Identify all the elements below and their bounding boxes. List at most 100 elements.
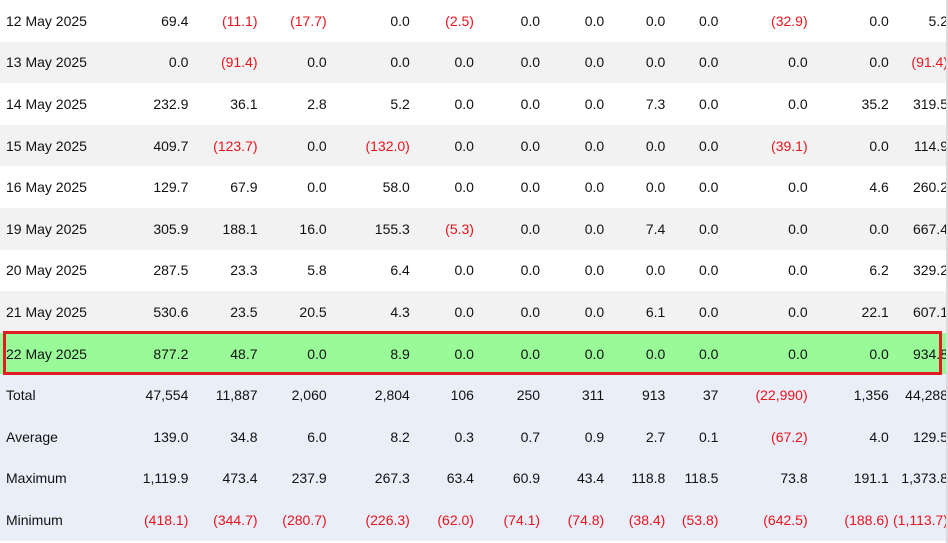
table-cell: 0.0 <box>665 83 719 125</box>
table-cell: 0.0 <box>473 207 541 250</box>
table-cell: 0.0 <box>665 332 719 375</box>
table-cell: (188.6) <box>807 499 889 541</box>
table-cell: 0.0 <box>540 249 605 292</box>
table-cell: 0.0 <box>540 291 605 333</box>
table-cell: (1,113.7) <box>888 499 948 541</box>
table-cell: (5.3) <box>409 207 474 250</box>
summary-label: Average <box>0 415 96 458</box>
table-cell: 22.1 <box>807 291 889 333</box>
table-cell: 8.2 <box>326 415 410 458</box>
table-cell: 129.7 <box>95 166 189 208</box>
table-row[interactable]: 15 May 2025 409.7 (123.7) 0.0 (132.0) 0.0 0.0 0… <box>0 124 948 167</box>
table-cell: 36.1 <box>188 83 258 125</box>
table-row[interactable]: 14 May 2025 232.9 36.1 2.8 5.2 0.0 0.0 0.0 7.3 0.… <box>0 83 948 125</box>
table-cell: 7.4 <box>604 207 666 250</box>
summary-label: Minimum <box>0 499 96 541</box>
summary-label: Maximum <box>0 457 96 500</box>
table-cell: 118.8 <box>604 457 666 500</box>
table-row-selected[interactable]: 22 May 2025 877.2 48.7 0.0 8.9 0.0 0.0 0.0 0.0 0.… <box>0 332 948 375</box>
table-cell: 0.0 <box>604 332 666 375</box>
table-cell: 23.5 <box>188 291 258 333</box>
table-cell: 913 <box>604 374 666 416</box>
table-cell: 305.9 <box>95 207 189 250</box>
table-cell: 0.0 <box>604 124 666 167</box>
table-cell: 0.0 <box>409 166 474 208</box>
table-cell: 43.4 <box>540 457 605 500</box>
table-cell: 0.0 <box>665 207 719 250</box>
table-cell: 0.0 <box>473 83 541 125</box>
table-cell: (39.1) <box>718 124 808 167</box>
table-cell: 237.9 <box>257 457 327 500</box>
table-cell: 0.0 <box>604 166 666 208</box>
table-cell: (2.5) <box>409 0 474 42</box>
table-cell: 0.0 <box>718 83 808 125</box>
table-cell: 250 <box>473 374 541 416</box>
table-cell: 6.2 <box>807 249 889 292</box>
table-cell: (91.4) <box>888 41 948 84</box>
table-cell: 48.7 <box>188 332 258 375</box>
table-cell: 188.1 <box>188 207 258 250</box>
table-cell: 37 <box>665 374 719 416</box>
summary-row[interactable]: Minimum (418.1) (344.7) (280.7) (226.3) (62.0… <box>0 499 948 541</box>
table-cell: 5.8 <box>257 249 327 292</box>
table-cell: (123.7) <box>188 124 258 167</box>
table-cell: (280.7) <box>257 499 327 541</box>
table-cell: 530.6 <box>95 291 189 333</box>
table-row[interactable]: 19 May 2025 305.9 188.1 16.0 155.3 (5.3) 0.0 0.… <box>0 207 948 250</box>
table-cell: 0.0 <box>718 41 808 84</box>
table-cell: (17.7) <box>257 0 327 42</box>
table-cell: 114.9 <box>888 124 948 167</box>
table-cell: 2,060 <box>257 374 327 416</box>
table-cell: (74.1) <box>473 499 541 541</box>
summary-row[interactable]: Total 47,554 11,887 2,060 2,804 106 250 311 913 3… <box>0 374 948 416</box>
summary-row[interactable]: Maximum 1,119.9 473.4 237.9 267.3 63.4 60.9 43.… <box>0 457 948 500</box>
table-cell: 47,554 <box>95 374 189 416</box>
table-cell: 0.0 <box>807 207 889 250</box>
scrollbar-edge <box>946 0 948 543</box>
table-cell: 6.4 <box>326 249 410 292</box>
table-cell: 44,288 <box>888 374 948 416</box>
table-cell: 0.0 <box>718 249 808 292</box>
table-cell: 667.4 <box>888 207 948 250</box>
table-cell: 118.5 <box>665 457 719 500</box>
summary-row[interactable]: Average 139.0 34.8 6.0 8.2 0.3 0.7 0.9 2.7 0.1 (67… <box>0 415 948 458</box>
table-row[interactable]: 20 May 2025 287.5 23.3 5.8 6.4 0.0 0.0 0.0 0.0 0.… <box>0 249 948 292</box>
table-cell: 16.0 <box>257 207 327 250</box>
table-cell: 0.1 <box>665 415 719 458</box>
table-row[interactable]: 13 May 2025 0.0 (91.4) 0.0 0.0 0.0 0.0 0.0 0.0 0.… <box>0 41 948 84</box>
table-row[interactable]: 21 May 2025 530.6 23.5 20.5 4.3 0.0 0.0 0.0 6.1 0… <box>0 291 948 333</box>
table-cell: (91.4) <box>188 41 258 84</box>
table-cell: 232.9 <box>95 83 189 125</box>
table-cell: 0.0 <box>665 291 719 333</box>
table-cell: 0.0 <box>665 41 719 84</box>
table-cell: 7.3 <box>604 83 666 125</box>
table-row[interactable]: 16 May 2025 129.7 67.9 0.0 58.0 0.0 0.0 0.0 0.0 0… <box>0 166 948 208</box>
table-cell: 0.0 <box>540 0 605 42</box>
row-date: 22 May 2025 <box>0 332 96 375</box>
row-date: 14 May 2025 <box>0 83 96 125</box>
table-cell: 191.1 <box>807 457 889 500</box>
table-cell: (38.4) <box>604 499 666 541</box>
table-cell: 0.0 <box>409 249 474 292</box>
table-cell: 67.9 <box>188 166 258 208</box>
table-cell: 0.0 <box>540 124 605 167</box>
table-cell: 0.7 <box>473 415 541 458</box>
table-cell: 1,119.9 <box>95 457 189 500</box>
table-cell: 0.0 <box>665 0 719 42</box>
table-cell: 0.0 <box>257 166 327 208</box>
table-cell: 69.4 <box>95 0 189 42</box>
table-cell: (132.0) <box>326 124 410 167</box>
table-row[interactable]: 12 May 2025 69.4 (11.1) (17.7) 0.0 (2.5) 0.0 0.… <box>0 0 948 42</box>
table-cell: 0.0 <box>540 332 605 375</box>
table-cell: 0.0 <box>718 207 808 250</box>
table-cell: 2.8 <box>257 83 327 125</box>
table-cell: 0.9 <box>540 415 605 458</box>
row-date: 15 May 2025 <box>0 124 96 167</box>
table-cell: 0.0 <box>665 166 719 208</box>
table-cell: 0.0 <box>257 41 327 84</box>
table-cell: 0.0 <box>718 291 808 333</box>
summary-label: Total <box>0 374 96 416</box>
table-cell: 0.0 <box>473 249 541 292</box>
